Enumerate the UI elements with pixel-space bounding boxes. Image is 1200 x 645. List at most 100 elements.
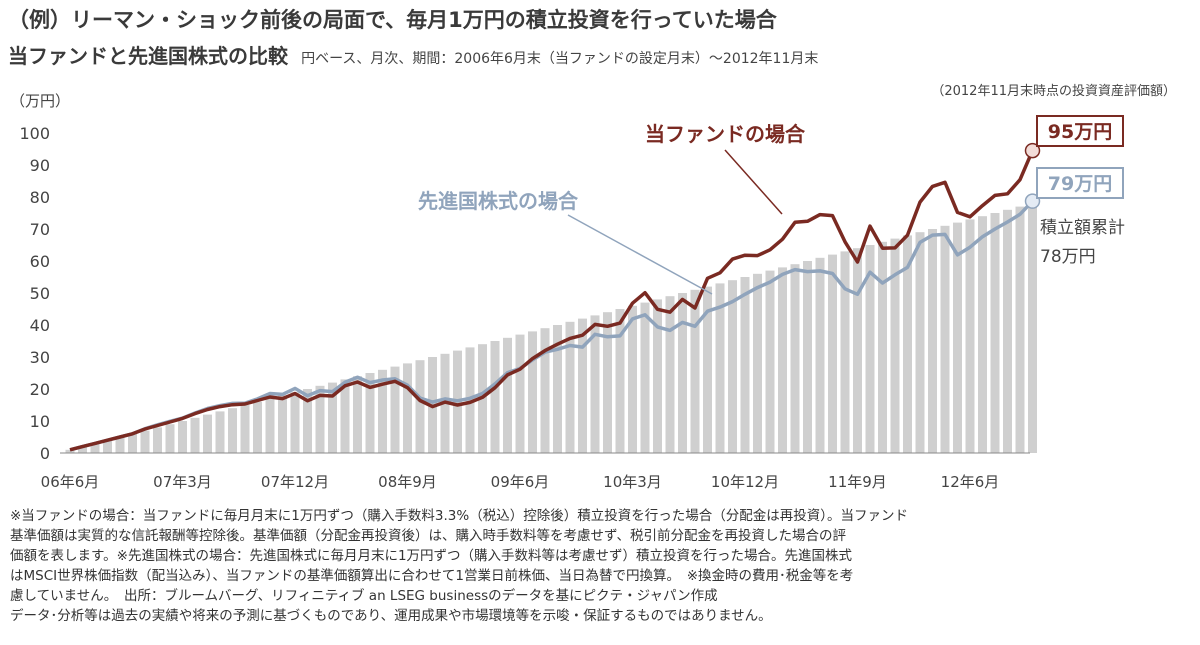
bar <box>903 235 912 453</box>
accum-label: 積立額累計 <box>1040 218 1125 238</box>
bar <box>215 411 225 453</box>
bar <box>153 427 162 453</box>
bar <box>503 337 512 453</box>
x-tick-label: 06年6月 <box>41 473 100 491</box>
bar <box>803 261 812 453</box>
bar <box>365 373 375 453</box>
fund-end-value: 95万円 <box>1048 121 1112 143</box>
bar <box>940 225 950 453</box>
bar <box>928 229 937 453</box>
bars-group <box>65 203 1037 453</box>
bar <box>553 325 562 453</box>
y-tick-label: 20 <box>30 380 50 399</box>
y-tick-label: 80 <box>30 188 50 207</box>
bar <box>990 213 1000 453</box>
x-tick-label: 07年12月 <box>261 473 329 491</box>
x-tick-label: 09年6月 <box>491 473 550 491</box>
bar <box>278 395 287 453</box>
bar <box>165 424 175 453</box>
bar <box>103 440 112 453</box>
bar <box>390 366 400 453</box>
bar <box>890 238 900 453</box>
bar <box>178 421 187 453</box>
fund-series-label: 当ファンドの場合 <box>645 122 806 146</box>
bar <box>853 248 862 453</box>
y-tick-label: 60 <box>30 252 50 271</box>
msci-series-label: 先進国株式の場合 <box>418 189 579 213</box>
x-tick-label: 07年3月 <box>153 473 212 491</box>
bar <box>203 414 212 453</box>
bar <box>690 289 700 453</box>
bar <box>715 283 725 453</box>
bar <box>328 382 337 453</box>
y-tick-label: 50 <box>30 284 50 303</box>
chart-subtitle: 当ファンドと先進国株式の比較 <box>8 44 288 68</box>
bar <box>840 251 850 453</box>
bar <box>515 334 525 453</box>
bar <box>765 270 775 453</box>
msci-end-value: 79万円 <box>1048 173 1112 195</box>
bar <box>640 302 650 453</box>
footnote-line: ※当ファンドの場合：当ファンドに毎月月末に1万円ずつ（購入手数料3.3%（税込）… <box>10 508 908 524</box>
x-tick-label: 12年6月 <box>941 473 1000 491</box>
bar <box>728 280 737 453</box>
bar <box>290 392 300 453</box>
bar <box>90 443 100 453</box>
x-tick-label: 10年12月 <box>711 473 779 491</box>
bar <box>565 321 575 453</box>
bar <box>415 360 425 453</box>
msci-leader-line <box>567 214 713 295</box>
fund-leader-line <box>724 149 783 215</box>
y-tick-label: 40 <box>30 316 50 335</box>
y-tick-label: 30 <box>30 348 50 367</box>
bar <box>140 430 150 453</box>
evaluation-note: （2012年11月末時点の投資資産評価額） <box>931 84 1176 99</box>
footnote-line: 基準価額は実質的な信託報酬等控除後。基準価額（分配金再投資後）は、購入時手数料等… <box>10 528 847 544</box>
y-axis-label: （万円） <box>10 92 70 110</box>
x-tick-label: 10年3月 <box>603 473 662 491</box>
bar <box>340 379 350 453</box>
footnotes: ※当ファンドの場合：当ファンドに毎月月末に1万円ずつ（購入手数料3.3%（税込）… <box>10 506 1160 626</box>
bar <box>1015 206 1025 453</box>
footnote-line: データ･分析等は過去の実績や将来の予測に基づくものであり、運用成果や市場環境等を… <box>10 608 772 624</box>
bar <box>815 257 825 453</box>
bar <box>1003 209 1012 453</box>
bar <box>603 312 612 453</box>
bar <box>578 318 587 453</box>
period-note: 円ベース、月次、期間：2006年6月末（当ファンドの設定月末）〜2012年11月… <box>301 51 819 67</box>
bar <box>378 369 387 453</box>
bar <box>828 254 837 453</box>
bar <box>528 331 537 453</box>
footnote-line: はMSCI世界株価指数（配当込み）、当ファンドの基準価額算出に合わせて1営業日前… <box>10 568 854 584</box>
bar <box>253 401 262 453</box>
bar <box>678 293 687 453</box>
y-tick-label: 100 <box>19 124 50 143</box>
accum-value: 78万円 <box>1040 247 1096 267</box>
bar <box>353 376 362 453</box>
bar <box>753 273 762 453</box>
bar <box>228 408 237 453</box>
bar <box>65 449 75 453</box>
bar <box>615 309 625 453</box>
x-tick-label: 08年9月 <box>378 473 437 491</box>
accumulation-chart: （万円） 0 10 20 30 40 50 60 70 80 90 100 06年6月 07年3月 07年1… <box>10 92 1125 491</box>
bar <box>315 385 325 453</box>
bar <box>953 222 962 453</box>
bar <box>878 241 887 453</box>
bar <box>653 299 662 453</box>
subtitle-row: 当ファンドと先進国株式の比較 円ベース、月次、期間：2006年6月末（当ファンド… <box>8 40 818 69</box>
bar <box>965 219 975 453</box>
fund-line <box>69 149 1035 452</box>
x-tick-label: 11年9月 <box>828 473 887 491</box>
bar <box>240 405 250 453</box>
bar <box>303 389 312 453</box>
bar <box>865 245 875 453</box>
footnote-line: 慮していません。 出所：ブルームバーグ、リフィニティブ an LSEG busi… <box>10 588 718 604</box>
fund-end-marker <box>1024 142 1041 159</box>
fund-value-box <box>1036 115 1124 147</box>
bar <box>790 264 800 453</box>
bar <box>590 315 600 453</box>
bar <box>1028 203 1037 453</box>
bar <box>128 433 137 453</box>
bar <box>540 328 550 453</box>
